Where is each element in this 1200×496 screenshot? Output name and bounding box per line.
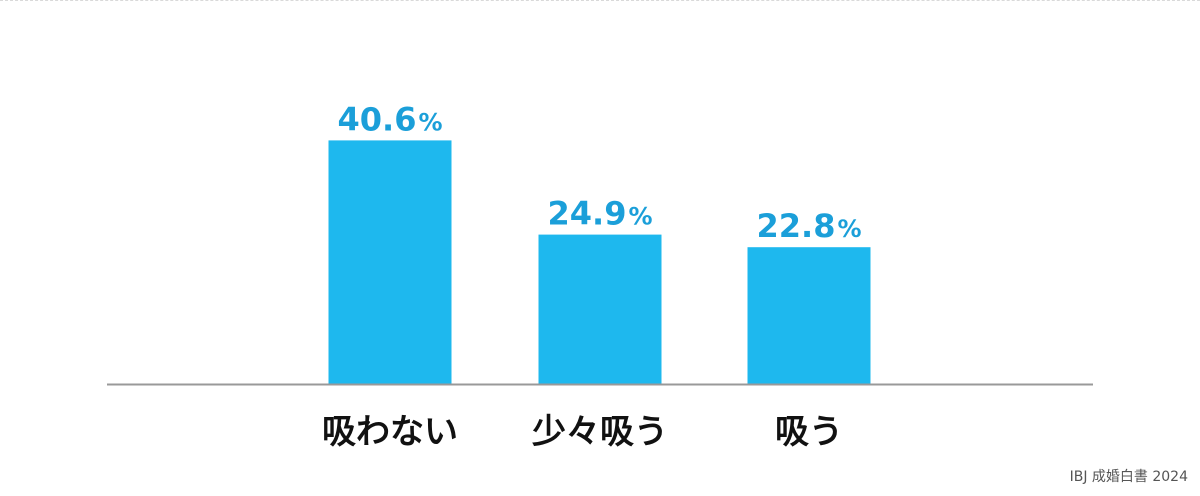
value-label-1: 40.6% (338, 100, 443, 138)
category-labels-group: 吸わない 少々吸う 吸う (322, 412, 843, 452)
value-unit: % (418, 108, 442, 136)
category-label-2: 少々吸う (532, 412, 668, 452)
value-number: 24.9 (548, 195, 627, 233)
category-label-1: 吸わない (322, 412, 458, 452)
value-number: 22.8 (757, 207, 836, 245)
bars-group (328, 140, 871, 384)
source-note: IBJ 成婚白書 2024 (1069, 469, 1188, 485)
category-label-3: 吸う (775, 412, 843, 452)
value-number: 40.6 (338, 100, 417, 138)
value-unit: % (837, 215, 861, 243)
value-label-3: 22.8% (757, 207, 862, 245)
value-unit: % (628, 203, 652, 231)
value-label-2: 24.9% (548, 195, 653, 233)
bar-3 (747, 247, 871, 384)
bar-1 (328, 140, 452, 384)
value-labels-group: 40.6%24.9% 22.8% (338, 100, 862, 245)
top-border (0, 0, 1200, 1)
bar-2 (538, 234, 662, 384)
